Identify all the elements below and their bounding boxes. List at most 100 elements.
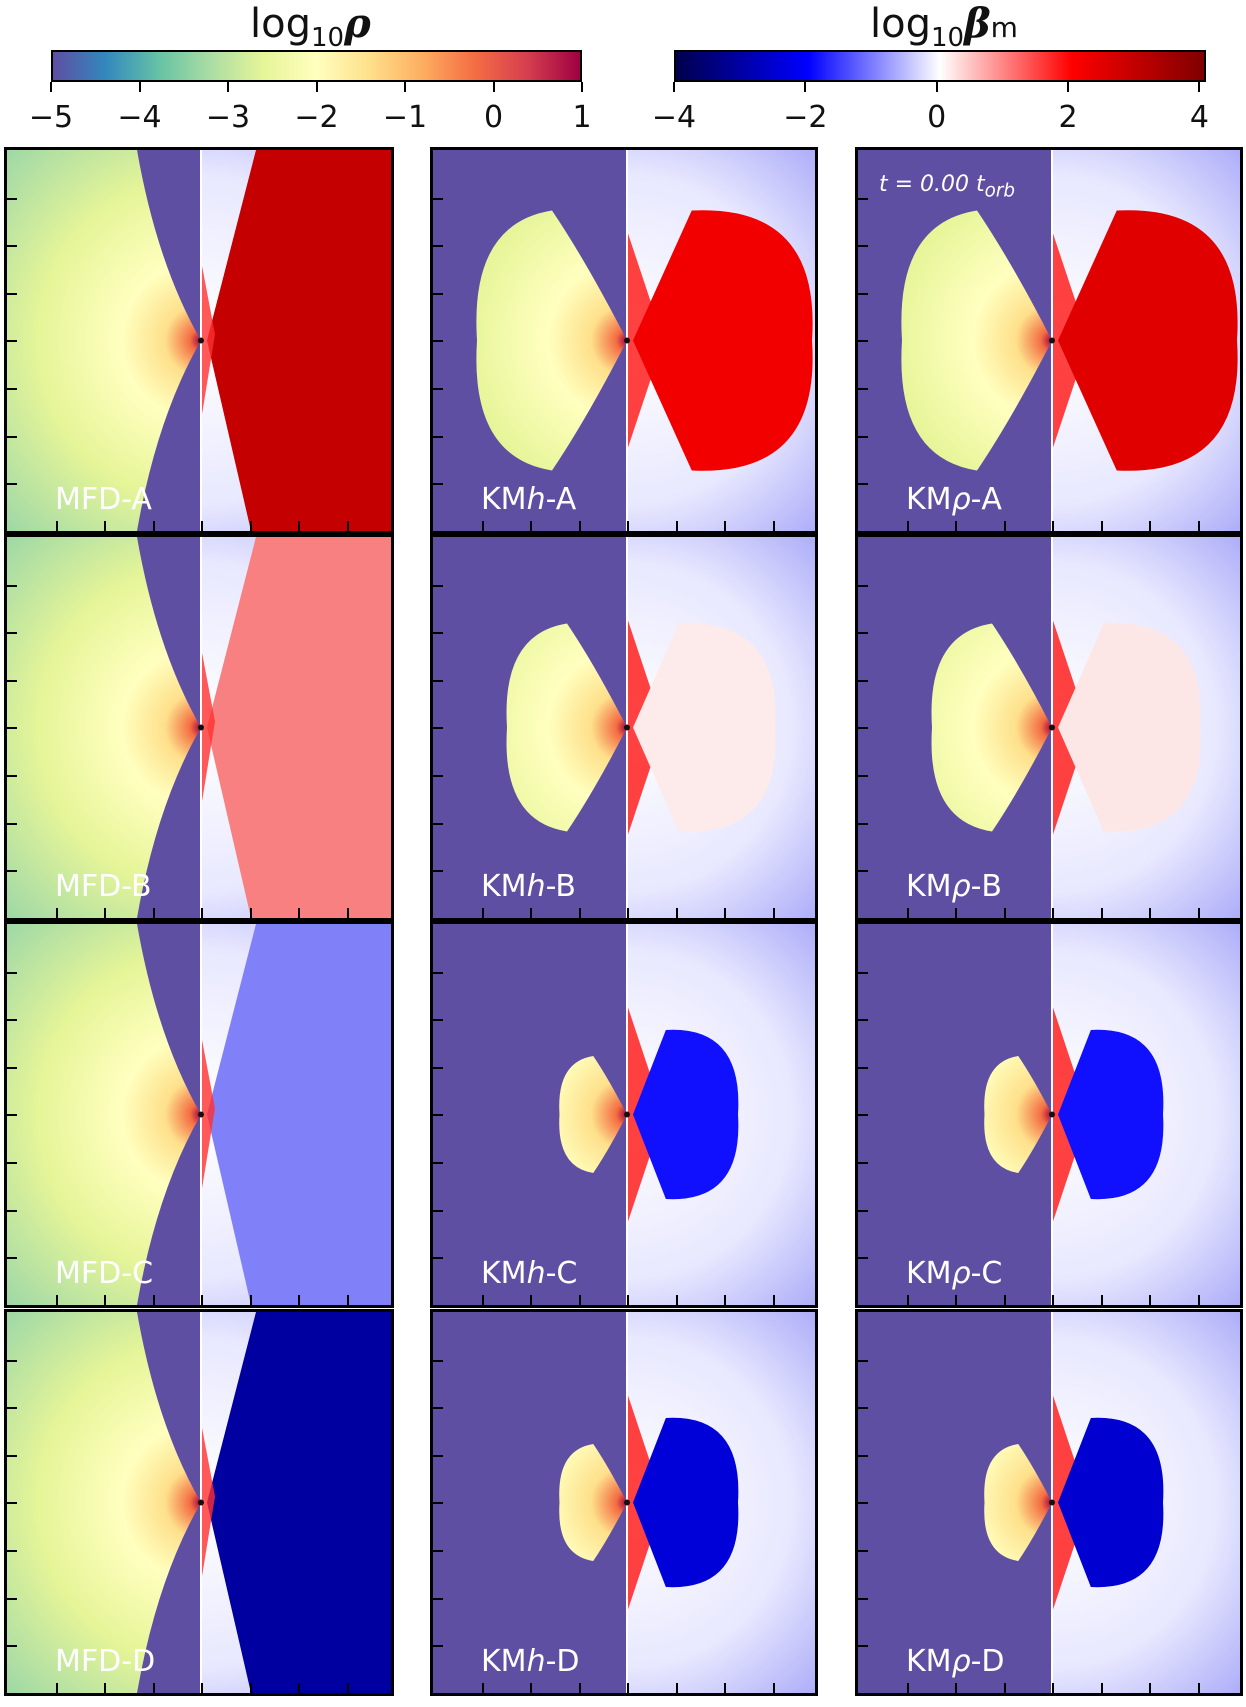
x-tick: [298, 1683, 300, 1693]
x-tick: [1052, 1295, 1054, 1305]
panel-label-prefix: MFD: [55, 1644, 122, 1679]
y-tick: [433, 727, 443, 730]
panel-plot: [858, 150, 1240, 531]
y-tick: [433, 530, 443, 531]
y-tick: [433, 822, 443, 825]
y-tick: [858, 245, 868, 248]
panel-plot: [433, 537, 815, 918]
x-tick: [1052, 908, 1054, 918]
panel-plot: [7, 150, 391, 531]
beta-colorbar-tick-label: −2: [783, 100, 828, 135]
y-tick: [7, 388, 17, 390]
y-tick: [858, 1692, 868, 1693]
rho-colorbar-tick-label: 0: [483, 100, 504, 135]
time-label-text: t = 0.00 t: [879, 172, 985, 197]
rho-colorbar-tick: [404, 82, 406, 92]
panel-label: MFD-A: [55, 482, 152, 517]
panel-label-suffix: -C: [545, 1256, 578, 1291]
y-tick: [858, 1066, 868, 1069]
x-tick: [104, 908, 106, 918]
rho-colorbar-tick-label: 1: [572, 100, 592, 135]
y-tick: [433, 483, 443, 486]
y-tick: [7, 1304, 17, 1305]
y-tick: [858, 292, 868, 295]
y-tick: [7, 1597, 17, 1600]
y-tick: [433, 1692, 443, 1693]
panel-label: KMh-D: [481, 1644, 580, 1679]
panel-label-prefix: KM: [481, 1256, 527, 1291]
x-tick: [627, 1295, 629, 1305]
x-tick: [906, 521, 909, 531]
y-tick: [7, 1502, 17, 1505]
x-tick: [1052, 1683, 1054, 1693]
panel-label-prefix: KM: [906, 869, 952, 904]
panel-plot: [7, 537, 391, 918]
time-label-sub: orb: [984, 180, 1016, 202]
x-tick: [346, 1295, 349, 1305]
rho-colorbar-tick-label: −3: [205, 100, 251, 135]
x-tick: [906, 1295, 909, 1305]
x-tick: [578, 908, 581, 918]
x-tick: [481, 908, 484, 918]
x-tick: [55, 1683, 58, 1693]
y-tick: [433, 1114, 443, 1117]
y-tick: [858, 1454, 868, 1457]
panel-label-symbol: ρ: [951, 482, 971, 517]
panel-kmh-c: KMh-C: [430, 921, 818, 1308]
y-tick: [433, 1407, 443, 1410]
y-tick: [858, 679, 868, 682]
beta-colorbar: [674, 50, 1206, 82]
y-tick: [858, 1209, 868, 1212]
y-tick: [433, 435, 443, 438]
panel-mfd-b: MFD-B: [4, 534, 394, 921]
beta-colorbar-tick-label: 4: [1189, 100, 1209, 135]
x-tick: [55, 521, 58, 531]
panel-kmρ-b: KMρ-B: [855, 534, 1243, 921]
y-tick: [7, 775, 17, 777]
x-tick: [249, 1683, 252, 1693]
x-tick: [152, 908, 155, 918]
panel-mfd-a: MFD-A: [4, 147, 394, 534]
beta-colorbar-tick: [804, 82, 807, 92]
y-tick: [858, 917, 868, 918]
x-tick: [1149, 521, 1151, 531]
panel-label: KMh-A: [481, 482, 576, 517]
y-tick: [7, 822, 17, 825]
panel-label-suffix: -B: [121, 869, 152, 904]
y-tick: [433, 1257, 443, 1260]
y-tick: [858, 1502, 868, 1505]
y-tick: [433, 292, 443, 295]
rho-colorbar-tick: [50, 82, 52, 92]
panel-label-suffix: -B: [970, 869, 1003, 904]
rho-colorbar-tick-label: −5: [28, 100, 74, 135]
x-tick: [1003, 908, 1006, 918]
x-tick: [249, 1295, 252, 1305]
panel-label-suffix: -A: [970, 482, 1002, 517]
panel-label: MFD-B: [55, 869, 152, 904]
y-tick: [433, 388, 443, 390]
x-tick: [152, 1295, 155, 1305]
x-tick: [298, 908, 300, 918]
panel-label: KMρ-A: [906, 482, 1002, 517]
x-tick: [772, 908, 775, 918]
y-tick: [7, 1066, 17, 1069]
panel-label: MFD-D: [55, 1644, 155, 1679]
x-tick: [1100, 1683, 1103, 1693]
panel-label-symbol: ρ: [951, 869, 971, 904]
x-tick: [530, 521, 532, 531]
panel-label-prefix: KM: [906, 1256, 952, 1291]
x-tick: [1149, 1295, 1151, 1305]
x-tick: [724, 908, 726, 918]
panel-label-prefix: KM: [906, 482, 952, 517]
rho-colorbar-title: log10ρ: [250, 0, 371, 53]
x-tick: [1100, 1295, 1103, 1305]
y-tick: [433, 1645, 443, 1648]
x-tick: [530, 1683, 532, 1693]
x-tick: [1100, 521, 1103, 531]
x-tick: [772, 1683, 775, 1693]
y-tick: [7, 917, 17, 918]
y-tick: [858, 870, 868, 873]
panel-kmh-a: KMh-A: [430, 147, 818, 534]
y-tick: [433, 1066, 443, 1069]
x-tick: [724, 521, 726, 531]
